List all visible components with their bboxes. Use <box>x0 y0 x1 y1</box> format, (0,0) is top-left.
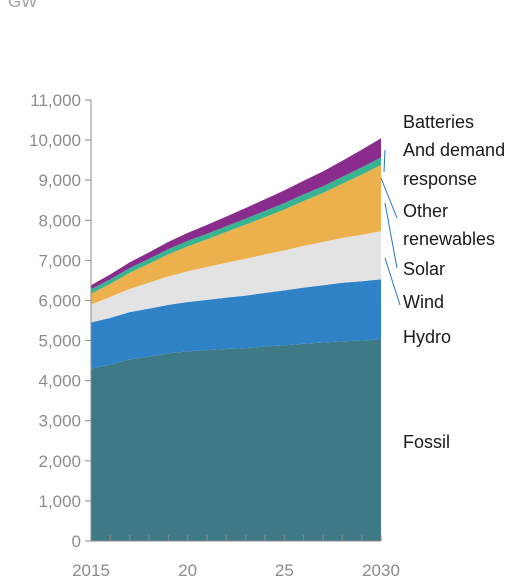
x-tick-label: 2015 <box>72 561 110 580</box>
area-hydro <box>91 279 381 369</box>
y-tick-label: 3,000 <box>38 412 81 431</box>
y-tick-label: 4,000 <box>38 372 81 391</box>
area-wind <box>91 231 381 323</box>
x-axis-ticks: 2015 20 25 2030 <box>72 535 400 580</box>
y-tick-label: 6,000 <box>38 291 81 310</box>
legend-label-other-line1: Other <box>403 201 448 221</box>
y-axis-ticks: 0 1,000 2,000 3,000 4,000 5,000 6,000 7,000 8,00… <box>29 91 91 551</box>
y-tick-label: 8,000 <box>38 211 81 230</box>
area-solar <box>91 164 381 305</box>
legend-label-batteries-line1: Batteries <box>403 112 474 132</box>
x-tick-label: 2030 <box>362 561 400 580</box>
x-tick-label: 20 <box>178 561 197 580</box>
legend-label-other-line2: renewables <box>403 229 495 249</box>
area-fossil <box>91 339 381 541</box>
legend-label-batteries-line3: response <box>403 169 477 189</box>
legend-label-solar: Solar <box>403 259 445 279</box>
y-tick-label: 1,000 <box>38 492 81 511</box>
y-tick-label: 7,000 <box>38 251 81 270</box>
y-tick-label: 0 <box>72 532 81 551</box>
legend-label-wind: Wind <box>403 292 444 312</box>
area-other-renewables <box>91 157 381 294</box>
y-tick-label: 2,000 <box>38 452 81 471</box>
area-layers <box>91 138 381 541</box>
y-tick-label: 10,000 <box>29 131 81 150</box>
x-tick-label: 25 <box>275 561 294 580</box>
legend-leader-wind <box>384 257 401 306</box>
legend-leader-solar <box>384 202 398 269</box>
y-tick-label: 9,000 <box>38 171 81 190</box>
area-batteries-and-demand-response <box>91 138 381 290</box>
legend-label-hydro: Hydro <box>403 327 451 347</box>
unit-label: GW <box>8 0 37 11</box>
legend-leader-other-renewables <box>380 177 398 219</box>
legend-label-fossil: Fossil <box>403 432 450 452</box>
legend-leader-batteries <box>383 149 386 173</box>
legend-label-batteries-line2: And demand <box>403 140 505 160</box>
y-tick-label: 5,000 <box>38 332 81 351</box>
y-tick-label: 11,000 <box>30 91 81 110</box>
legend: Batteries And demand response Other rene… <box>380 112 505 452</box>
